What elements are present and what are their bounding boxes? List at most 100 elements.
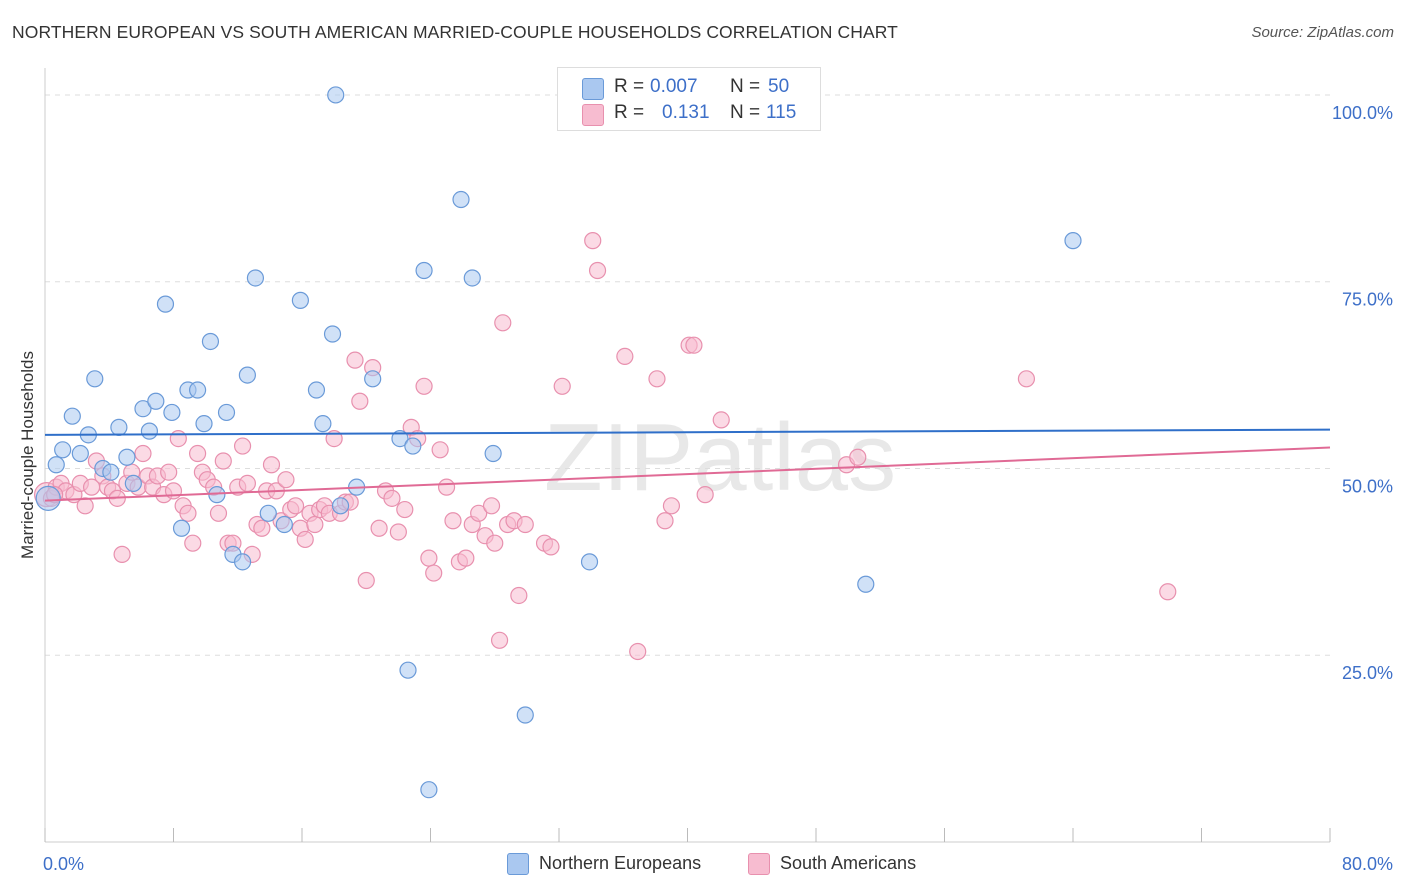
x-tick-label: 80.0% (1342, 854, 1393, 874)
south-americans-point (296, 530, 314, 549)
r-value: 0.007 (650, 76, 698, 97)
south-americans-point (648, 370, 666, 388)
south-americans-point (253, 519, 271, 537)
northern-europeans-point (259, 504, 277, 522)
south-americans-point (184, 534, 202, 552)
northern-europeans-point (391, 429, 409, 448)
south-americans-point (494, 314, 512, 332)
trend-lines (44, 428, 1331, 502)
south-americans-point (849, 448, 867, 466)
south-americans-point (696, 486, 714, 504)
series-legend: Northern Europeans South Americans (0, 852, 1406, 878)
grid-lines (45, 94, 1330, 656)
x-tick-label: 0.0% (43, 854, 84, 874)
northern-europeans-point (415, 261, 433, 280)
northern-europeans-point (86, 370, 104, 388)
south-americans-point (629, 642, 647, 661)
south-americans-point (233, 437, 252, 455)
south-americans-point (542, 538, 560, 556)
northern-europeans-point (275, 515, 293, 534)
r-label: R = (614, 76, 645, 97)
y-tick-label: 25.0% (1342, 663, 1393, 683)
south-americans-point (179, 504, 197, 522)
south-americans-point (553, 377, 571, 395)
northern-europeans-point (404, 437, 422, 455)
northern-europeans-point (195, 415, 213, 433)
n-value: 115 (766, 102, 797, 123)
legend-label: South Americans (780, 853, 917, 873)
south-americans-point (420, 549, 438, 567)
northern-europeans-point (857, 575, 875, 593)
south-americans-point (431, 441, 449, 459)
south-americans-point (209, 504, 228, 522)
northern-europeans-point (1064, 232, 1082, 250)
northern-europeans-point (246, 269, 265, 287)
r-label: R = (614, 102, 645, 123)
south-americans-point (134, 444, 152, 463)
northern-europeans-point (217, 403, 236, 422)
south-americans-point (1159, 583, 1177, 601)
northern-europeans-point (463, 269, 481, 287)
r-value: 0.131 (662, 102, 710, 123)
northern-europeans-point (399, 661, 417, 679)
northern-europeans-point (307, 381, 326, 399)
northern-europeans-point (580, 553, 599, 571)
northern-europeans-point (327, 86, 345, 104)
n-label: N = (730, 76, 761, 97)
south-americans-point (510, 586, 528, 605)
northern-europeans-point (134, 400, 152, 418)
pink-swatch (748, 853, 770, 875)
south-americans-point (351, 392, 369, 410)
stats-legend: R = 0.007 N = 50 R = 0.131 N = 115 (557, 67, 821, 131)
northern-europeans-point (71, 444, 89, 463)
south-americans-point (444, 512, 462, 530)
northern-europeans-point (201, 332, 220, 351)
northern-europeans-point (484, 444, 502, 463)
south-americans-point (490, 631, 509, 649)
south-americans-point (656, 512, 674, 530)
south-americans-point (262, 456, 281, 474)
south-americans-trend-line (44, 446, 1331, 502)
south-americans-point (370, 519, 388, 537)
south-americans-point (425, 564, 443, 582)
n-label: N = (730, 102, 761, 123)
northern-europeans-point (291, 291, 309, 309)
northern-europeans-point (63, 407, 81, 425)
south-americans-point (238, 474, 256, 493)
south-americans-point (76, 497, 94, 515)
south-americans-point (584, 232, 602, 250)
south-americans-point (457, 549, 475, 567)
northern-europeans-point (233, 553, 252, 571)
south-americans-point (389, 523, 407, 541)
northern-europeans-point (163, 403, 181, 422)
south-americans-point (169, 429, 187, 448)
northern-europeans-point (331, 497, 350, 515)
y-tick-label: 100.0% (1332, 103, 1393, 123)
south-americans-point (346, 351, 364, 369)
source-label: Source: ZipAtlas.com (1251, 24, 1394, 41)
south-americans-point (588, 261, 607, 280)
northern-europeans-trend-line (44, 428, 1331, 436)
northern-europeans-point (238, 366, 256, 384)
n-value: 50 (768, 76, 790, 97)
northern-europeans-point (118, 448, 136, 466)
northern-europeans-point (102, 463, 120, 481)
y-axis-label: Married-couple Households (18, 351, 37, 559)
south-americans-point (214, 452, 232, 470)
south-americans-point (188, 444, 207, 463)
northern-europeans-point (188, 381, 207, 399)
south-americans-point (486, 534, 504, 552)
blue-swatch (507, 853, 529, 875)
south-americans-point (482, 497, 501, 515)
south-americans-point (357, 571, 375, 590)
south-americans-point (415, 377, 433, 395)
south-americans-point (712, 411, 730, 429)
south-americans-point (470, 504, 488, 522)
northern-europeans-point (54, 441, 72, 459)
south-americans-point (662, 497, 681, 515)
south-americans-point (685, 336, 703, 354)
south-americans-point (516, 515, 534, 534)
northern-europeans-point (124, 474, 142, 493)
northern-europeans-point (147, 392, 165, 410)
